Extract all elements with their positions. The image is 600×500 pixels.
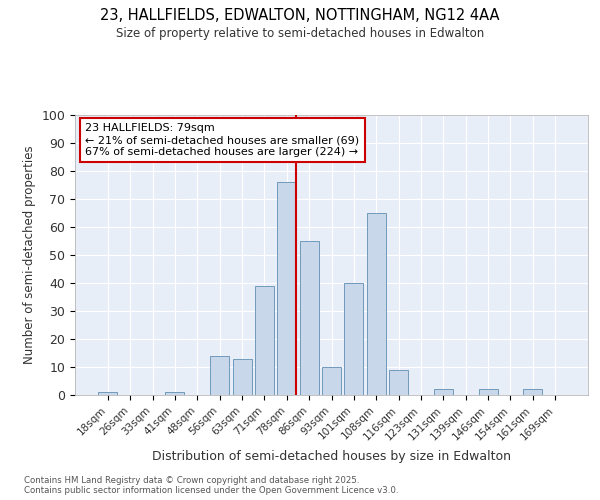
Bar xyxy=(434,390,453,395)
Bar xyxy=(233,358,251,395)
Bar xyxy=(367,213,386,395)
Y-axis label: Number of semi-detached properties: Number of semi-detached properties xyxy=(23,146,36,364)
Bar xyxy=(210,356,229,395)
Bar xyxy=(299,241,319,395)
Text: 23 HALLFIELDS: 79sqm
← 21% of semi-detached houses are smaller (69)
67% of semi-: 23 HALLFIELDS: 79sqm ← 21% of semi-detac… xyxy=(85,124,359,156)
Bar xyxy=(344,283,364,395)
Text: Size of property relative to semi-detached houses in Edwalton: Size of property relative to semi-detach… xyxy=(116,28,484,40)
Bar xyxy=(277,182,296,395)
Text: Contains HM Land Registry data © Crown copyright and database right 2025.
Contai: Contains HM Land Registry data © Crown c… xyxy=(24,476,398,495)
Bar xyxy=(166,392,184,395)
Text: 23, HALLFIELDS, EDWALTON, NOTTINGHAM, NG12 4AA: 23, HALLFIELDS, EDWALTON, NOTTINGHAM, NG… xyxy=(100,8,500,22)
X-axis label: Distribution of semi-detached houses by size in Edwalton: Distribution of semi-detached houses by … xyxy=(152,450,511,463)
Bar xyxy=(322,367,341,395)
Bar xyxy=(389,370,408,395)
Bar xyxy=(98,392,118,395)
Bar xyxy=(523,390,542,395)
Bar xyxy=(255,286,274,395)
Bar xyxy=(479,390,497,395)
